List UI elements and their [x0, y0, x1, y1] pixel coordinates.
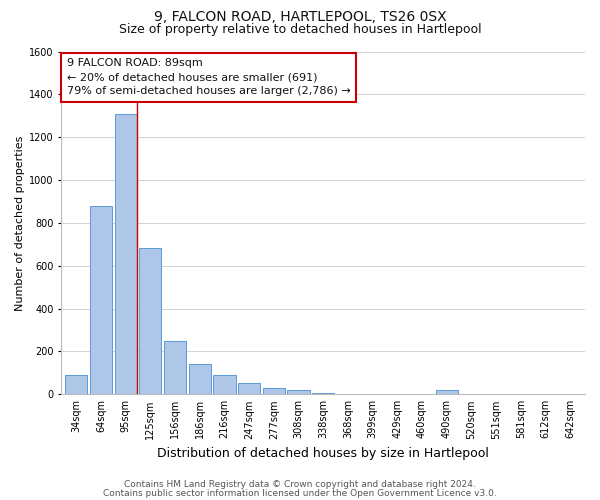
Bar: [263, 388, 285, 394]
Bar: [115, 114, 137, 394]
Bar: [90, 206, 112, 394]
Text: Size of property relative to detached houses in Hartlepool: Size of property relative to detached ho…: [119, 22, 481, 36]
Bar: [188, 364, 211, 394]
Text: 9 FALCON ROAD: 89sqm
← 20% of detached houses are smaller (691)
79% of semi-deta: 9 FALCON ROAD: 89sqm ← 20% of detached h…: [67, 58, 350, 96]
Bar: [139, 248, 161, 394]
Bar: [65, 376, 88, 394]
Bar: [214, 376, 236, 394]
Bar: [164, 340, 186, 394]
Y-axis label: Number of detached properties: Number of detached properties: [15, 135, 25, 310]
Text: 9, FALCON ROAD, HARTLEPOOL, TS26 0SX: 9, FALCON ROAD, HARTLEPOOL, TS26 0SX: [154, 10, 446, 24]
Text: Contains public sector information licensed under the Open Government Licence v3: Contains public sector information licen…: [103, 488, 497, 498]
Bar: [436, 390, 458, 394]
Bar: [238, 382, 260, 394]
X-axis label: Distribution of detached houses by size in Hartlepool: Distribution of detached houses by size …: [157, 447, 489, 460]
Text: Contains HM Land Registry data © Crown copyright and database right 2024.: Contains HM Land Registry data © Crown c…: [124, 480, 476, 489]
Bar: [312, 392, 334, 394]
Bar: [287, 390, 310, 394]
